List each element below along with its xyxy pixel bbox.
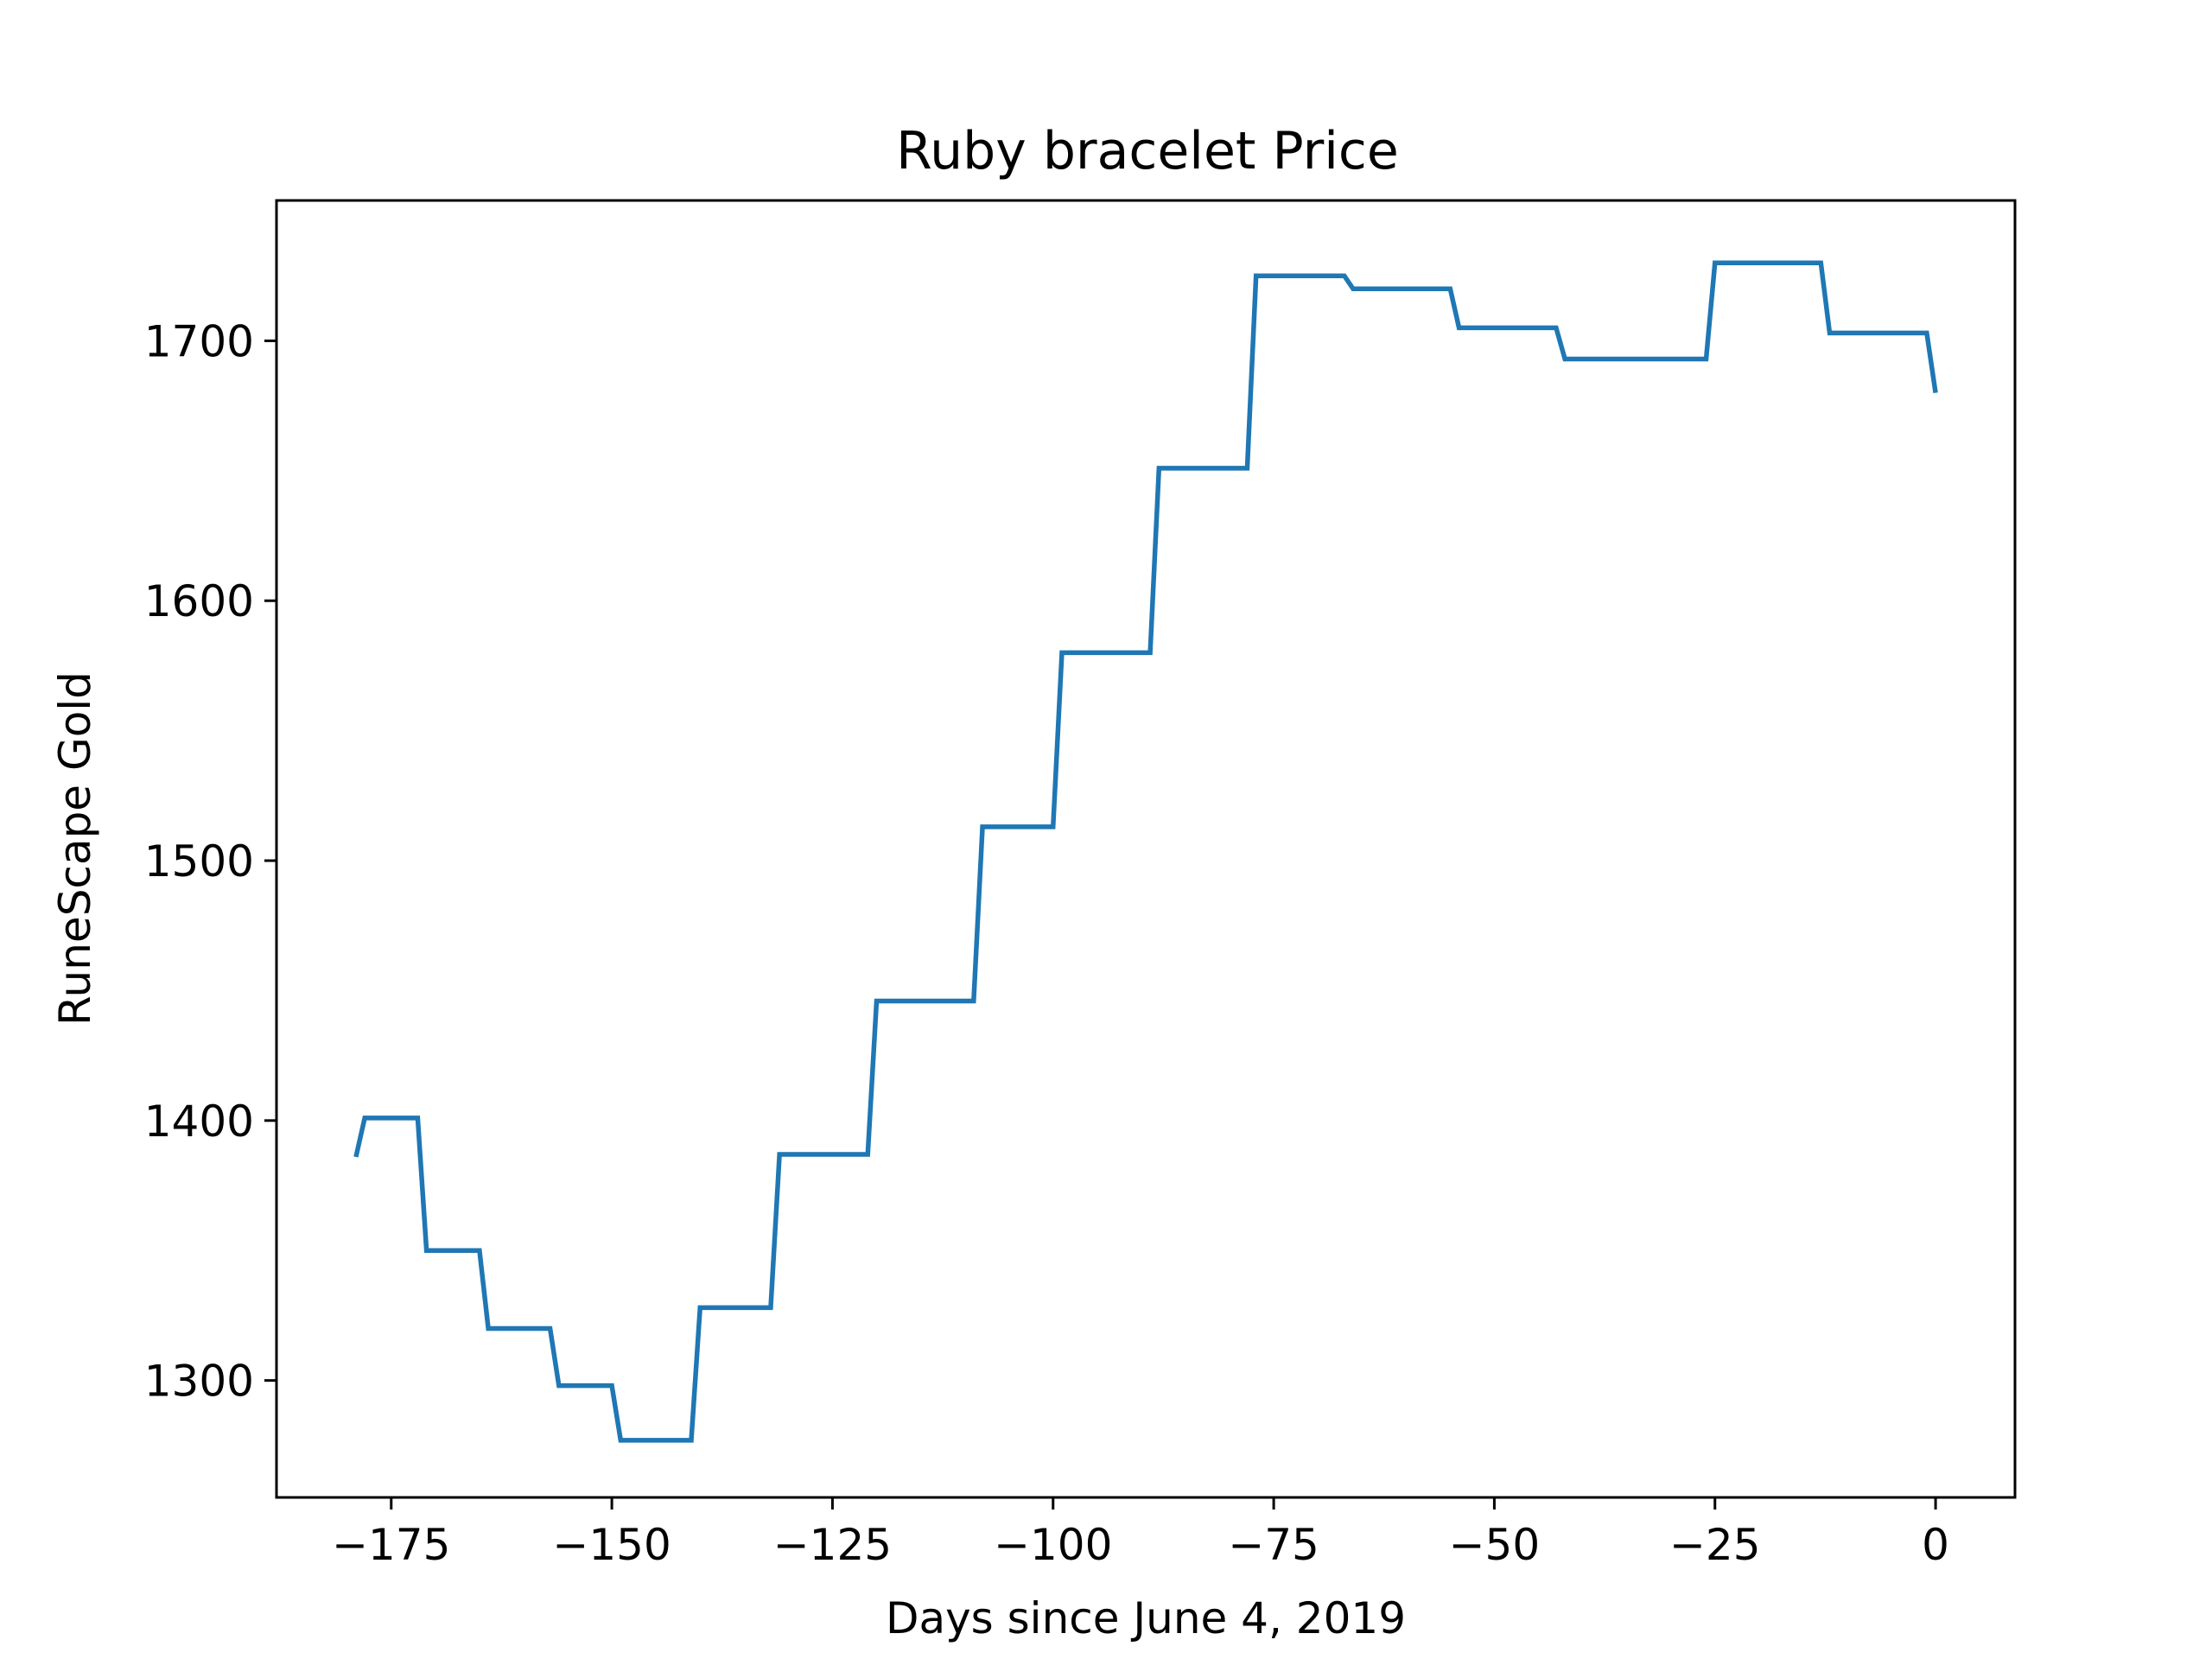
chart-title: Ruby bracelet Price — [896, 121, 1399, 181]
series-group — [353, 260, 1938, 1443]
x-tick-label: 0 — [1922, 1520, 1949, 1570]
x-axis-label: Days since June 4, 2019 — [886, 1593, 1406, 1643]
y-tick-label: 1400 — [144, 1096, 254, 1147]
x-tick-label: −150 — [552, 1520, 671, 1570]
y-tick-label: 1500 — [144, 836, 254, 887]
x-axis-ticks: −175 −150 −125 −100 −75 −50 −25 0 — [332, 1497, 1949, 1570]
y-tick-label: 1300 — [144, 1357, 254, 1407]
plot-frame — [275, 199, 2017, 1499]
x-tick-label: −175 — [332, 1520, 450, 1570]
x-tick-label: −50 — [1449, 1520, 1541, 1570]
y-axis-ticks: 1300 1400 1500 1600 1700 — [144, 316, 276, 1407]
x-tick-label: −125 — [773, 1520, 892, 1570]
series-line — [353, 260, 1938, 1443]
x-tick-label: −25 — [1669, 1520, 1761, 1570]
x-tick-label: −100 — [994, 1520, 1112, 1570]
y-tick-label: 1700 — [144, 316, 254, 366]
y-axis-label: RuneScape Gold — [50, 671, 100, 1026]
x-tick-label: −75 — [1228, 1520, 1319, 1570]
y-tick-label: 1600 — [144, 576, 254, 626]
